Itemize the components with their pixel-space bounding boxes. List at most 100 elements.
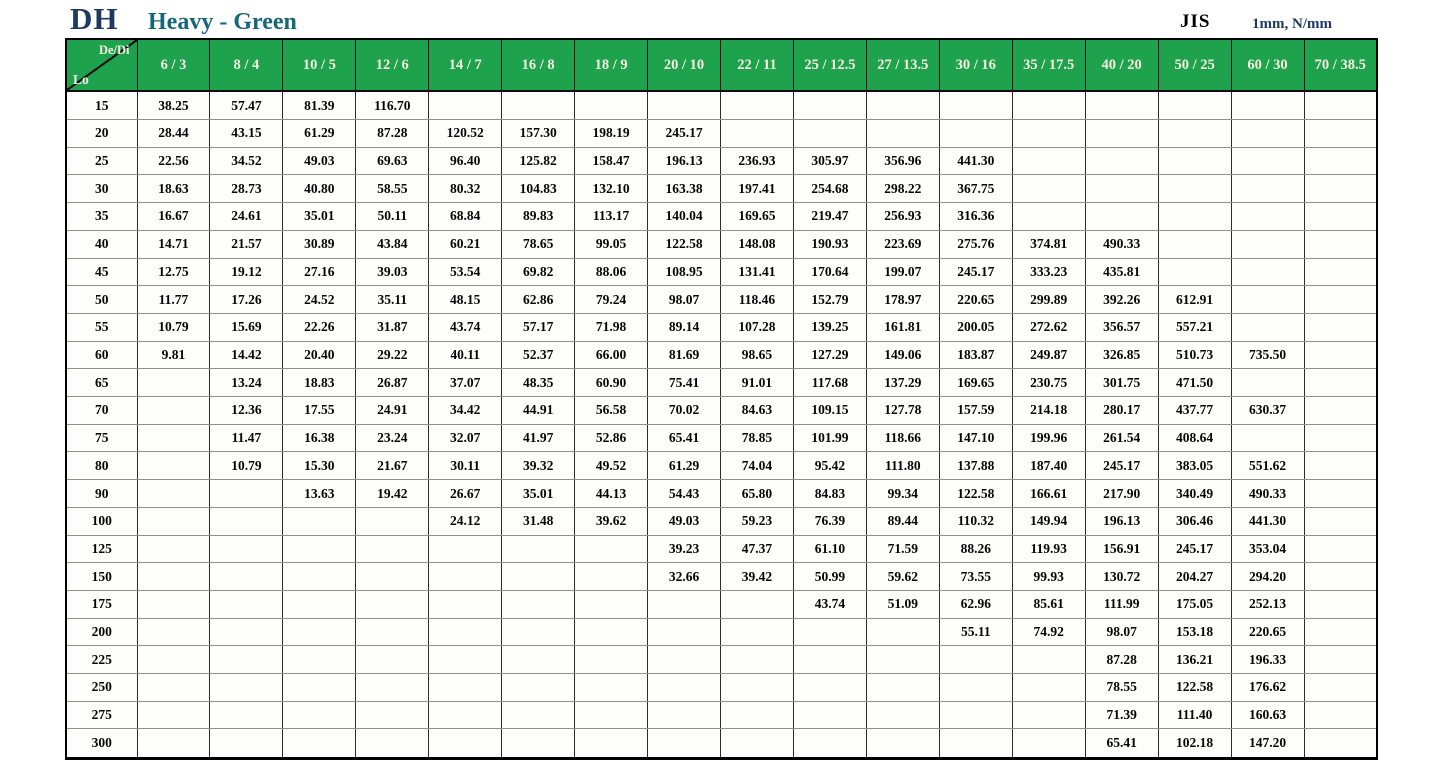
- data-cell: [501, 728, 576, 759]
- data-cell: [136, 645, 211, 675]
- data-cell: 99.34: [865, 479, 940, 508]
- data-cell: 441.30: [1230, 506, 1305, 536]
- data-cell: 24.61: [209, 202, 284, 231]
- row-label: 35: [65, 202, 138, 231]
- data-cell: [428, 728, 503, 759]
- data-cell: [136, 589, 211, 619]
- data-cell: 200.05: [938, 312, 1013, 342]
- data-cell: 148.08: [720, 229, 794, 259]
- data-cell: 113.17: [574, 202, 649, 231]
- data-cell: 187.40: [1011, 451, 1086, 481]
- data-cell: 16.67: [136, 202, 211, 231]
- row-label: 250: [65, 673, 138, 702]
- row-label: 65: [65, 368, 138, 398]
- data-cell: 53.54: [428, 257, 503, 287]
- data-cell: [938, 728, 1013, 759]
- data-cell: 52.37: [501, 340, 576, 370]
- data-cell: 20.40: [282, 340, 357, 370]
- column-header: 18 / 9: [574, 38, 649, 92]
- column-header: 22 / 11: [720, 38, 794, 92]
- data-cell: [1011, 146, 1086, 176]
- data-cell: 122.58: [1157, 673, 1232, 702]
- data-cell: 175.05: [1157, 589, 1232, 619]
- data-cell: 70.02: [647, 396, 721, 425]
- row-label: 75: [65, 423, 138, 453]
- data-cell: 23.24: [355, 423, 430, 453]
- data-cell: 55.11: [938, 617, 1013, 647]
- data-cell: [574, 673, 649, 702]
- data-cell: [136, 506, 211, 536]
- data-cell: [1084, 146, 1159, 176]
- data-cell: [938, 645, 1013, 675]
- data-cell: 236.93: [720, 146, 794, 176]
- data-cell: [1157, 229, 1232, 259]
- data-cell: [1303, 146, 1378, 176]
- table-row: 65 13.24 18.83 26.87 37.07 48.35 60.90 75.41 91.…: [65, 368, 1378, 398]
- column-header: 60 / 30: [1230, 38, 1305, 92]
- data-cell: 28.73: [209, 174, 284, 204]
- data-cell: [574, 562, 649, 591]
- data-cell: [1303, 617, 1378, 647]
- column-header: 10 / 5: [282, 38, 357, 92]
- data-cell: [282, 700, 357, 730]
- data-cell: 166.61: [1011, 479, 1086, 508]
- data-cell: [209, 645, 284, 675]
- data-cell: [1084, 90, 1159, 121]
- data-cell: [282, 506, 357, 536]
- column-header: 27 / 13.5: [865, 38, 940, 92]
- data-cell: [355, 673, 430, 702]
- data-cell: 14.71: [136, 229, 211, 259]
- data-cell: 65.41: [647, 423, 721, 453]
- table-row: 40 14.71 21.57 30.89 43.84 60.21 78.65 99.05 122…: [65, 229, 1378, 259]
- data-cell: [501, 534, 576, 564]
- data-cell: [1303, 202, 1378, 231]
- data-cell: [1157, 257, 1232, 287]
- row-label: 60: [65, 340, 138, 370]
- data-cell: 551.62: [1230, 451, 1305, 481]
- data-cell: [209, 728, 284, 759]
- data-cell: [136, 728, 211, 759]
- data-cell: 98.07: [647, 285, 721, 314]
- data-cell: [1303, 645, 1378, 675]
- data-cell: [1303, 562, 1378, 591]
- data-cell: 306.46: [1157, 506, 1232, 536]
- row-label: 300: [65, 728, 138, 759]
- data-cell: [428, 700, 503, 730]
- data-cell: 49.03: [282, 146, 357, 176]
- data-cell: [574, 617, 649, 647]
- data-cell: 68.84: [428, 202, 503, 231]
- data-cell: 89.83: [501, 202, 576, 231]
- data-cell: 38.25: [136, 90, 211, 121]
- corner-cell: De/Di Lo: [65, 38, 138, 92]
- data-cell: 230.75: [1011, 368, 1086, 398]
- data-cell: 197.41: [720, 174, 794, 204]
- data-cell: 149.06: [865, 340, 940, 370]
- data-cell: [136, 617, 211, 647]
- data-cell: 44.91: [501, 396, 576, 425]
- data-cell: 117.68: [792, 368, 867, 398]
- data-cell: [428, 90, 503, 121]
- data-cell: [1084, 119, 1159, 148]
- data-cell: 108.95: [647, 257, 721, 287]
- data-cell: [1230, 285, 1305, 314]
- data-cell: [282, 589, 357, 619]
- data-cell: 101.99: [792, 423, 867, 453]
- table-row: 60 9.81 14.42 20.40 29.22 40.11 52.37 66.00 81.6…: [65, 340, 1378, 370]
- data-cell: 24.91: [355, 396, 430, 425]
- data-cell: 408.64: [1157, 423, 1232, 453]
- data-cell: [1303, 534, 1378, 564]
- data-cell: 40.11: [428, 340, 503, 370]
- units-label: 1mm, N/mm: [1252, 16, 1332, 32]
- data-cell: 17.55: [282, 396, 357, 425]
- data-cell: 58.55: [355, 174, 430, 204]
- data-cell: 35.01: [282, 202, 357, 231]
- data-cell: 153.18: [1157, 617, 1232, 647]
- column-header: 40 / 20: [1084, 38, 1159, 92]
- data-cell: 43.15: [209, 119, 284, 148]
- data-cell: [1303, 479, 1378, 508]
- table-row: 15 38.25 57.47 81.39 116.70: [65, 90, 1378, 121]
- corner-bottom-label: Lo: [73, 72, 89, 87]
- data-cell: [136, 534, 211, 564]
